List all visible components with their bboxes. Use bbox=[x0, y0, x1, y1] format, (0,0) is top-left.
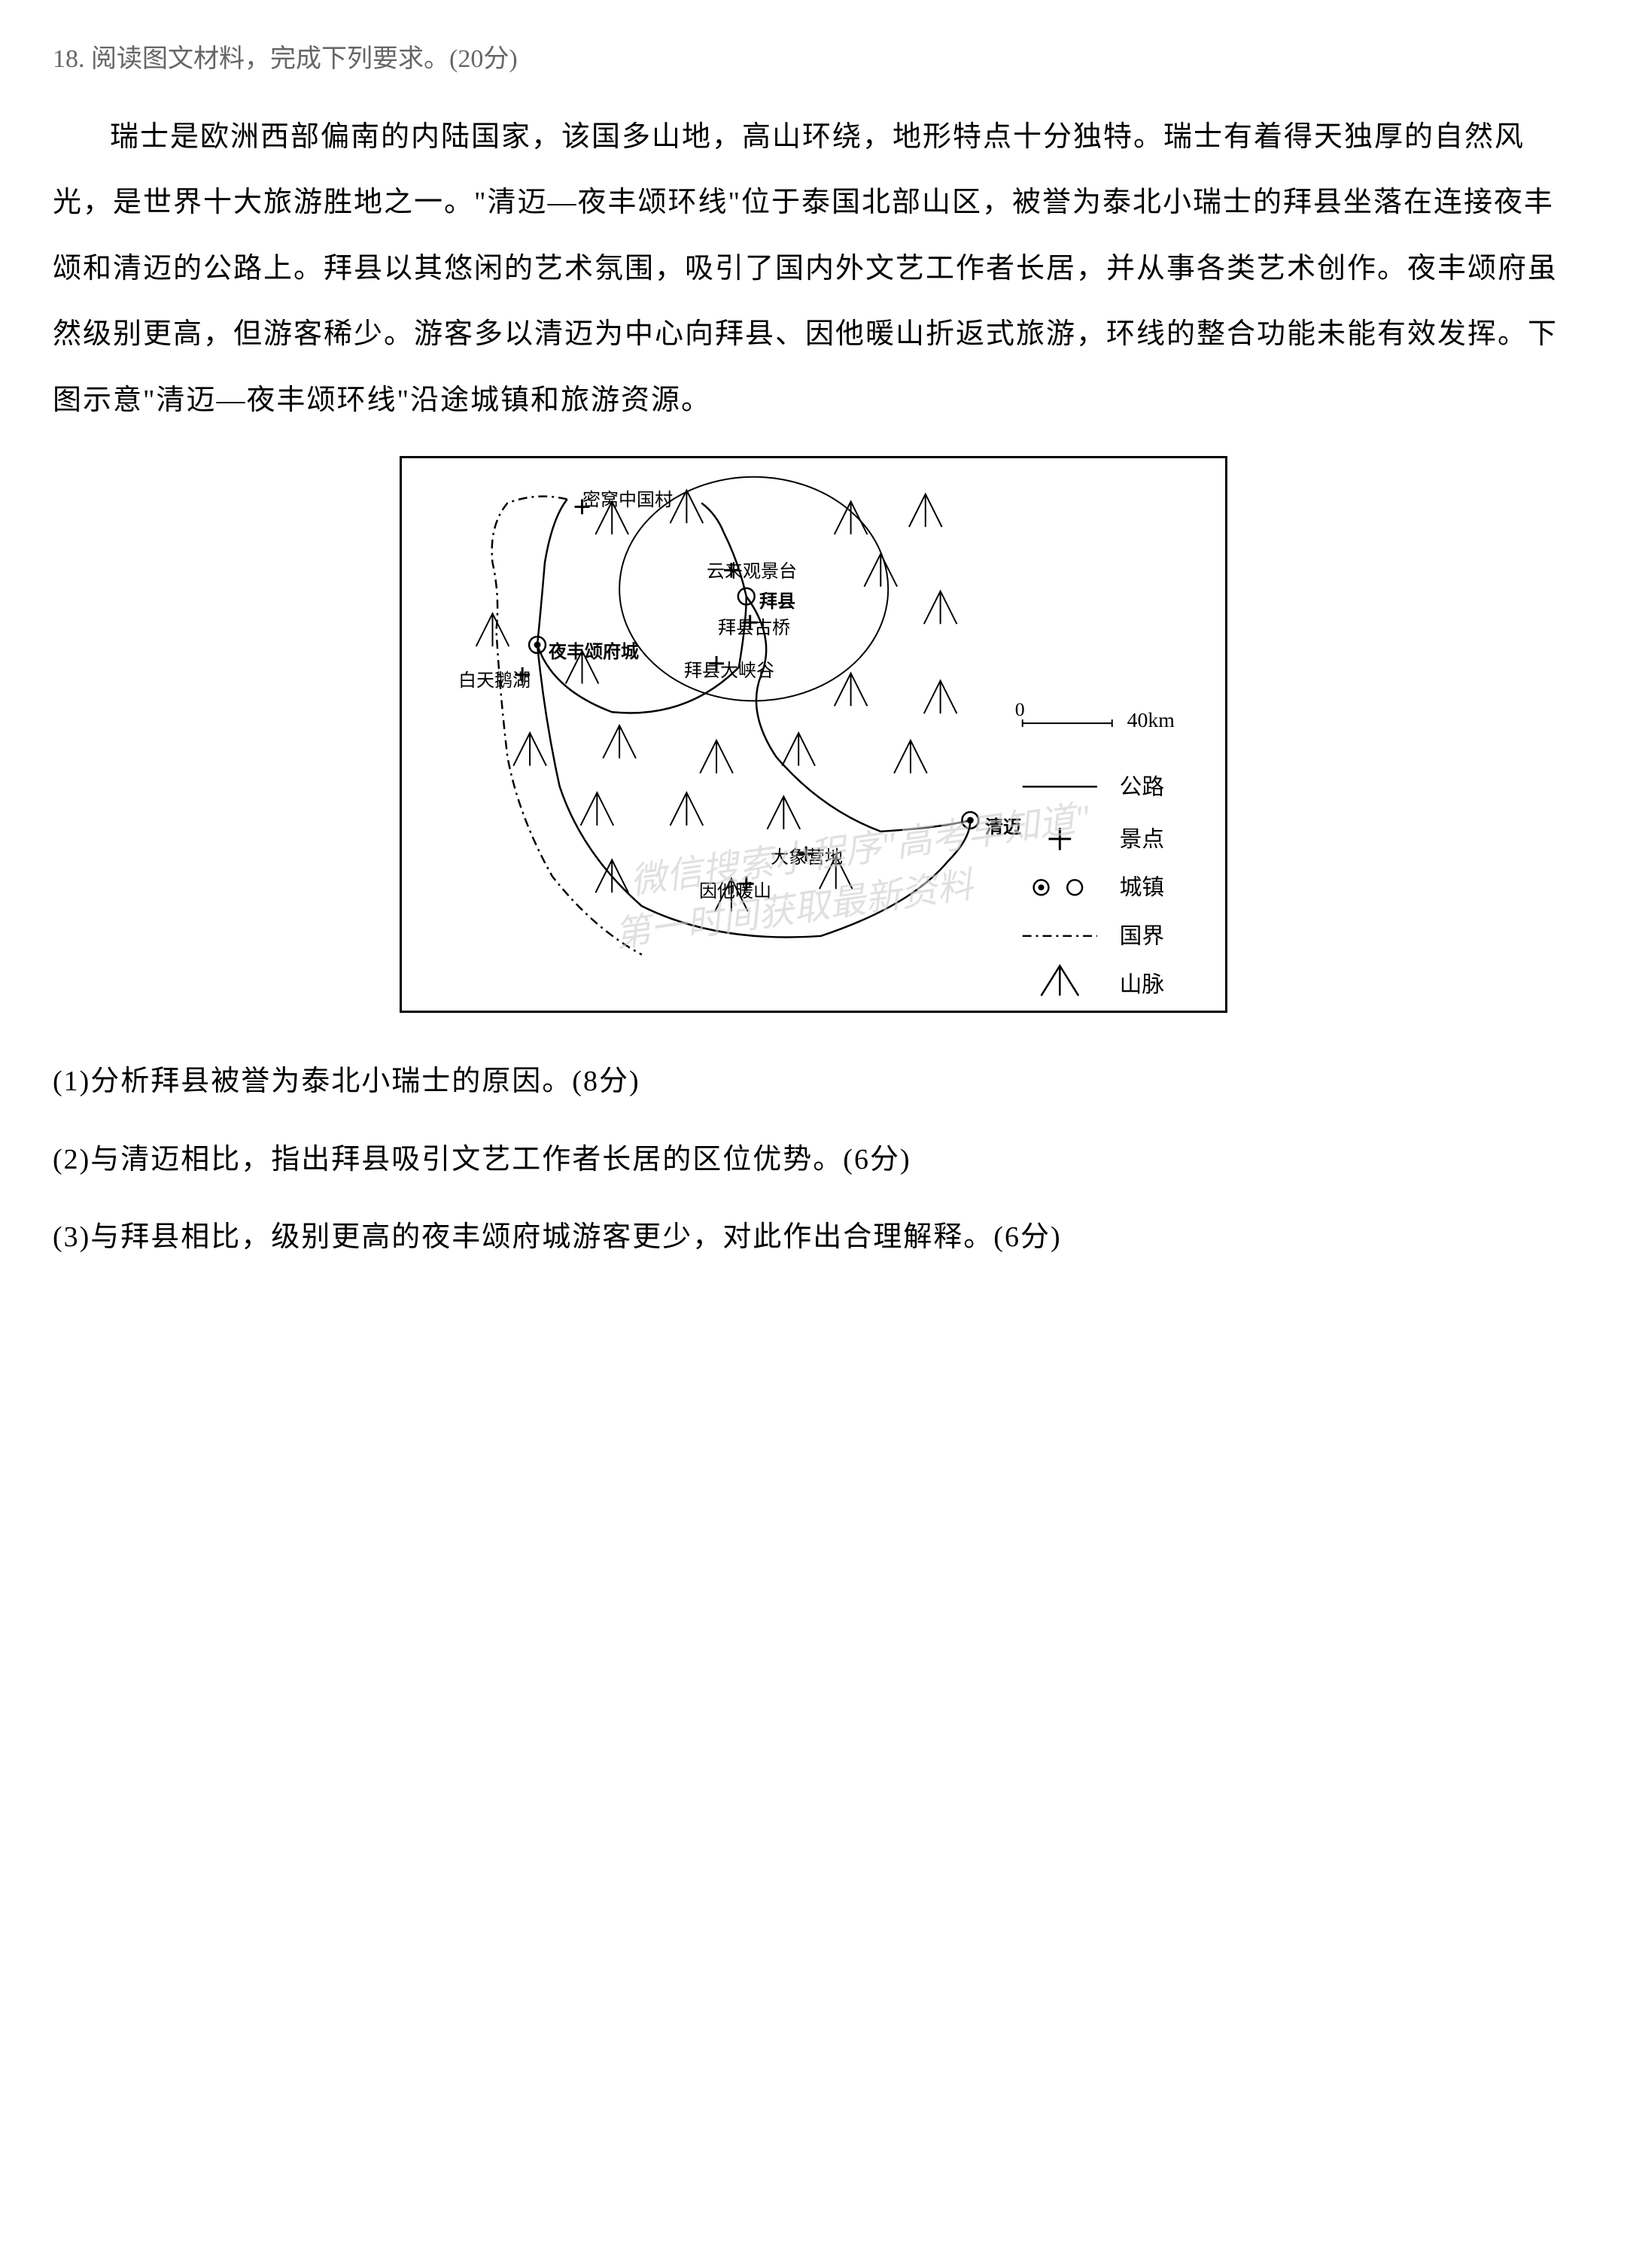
legend: 公路 景点 城镇 国界 山脉 bbox=[1023, 774, 1165, 997]
legend-attraction-label: 景点 bbox=[1120, 827, 1165, 852]
question-instruction: 阅读图文材料，完成下列要求。(20分) bbox=[91, 45, 518, 73]
question-number: 18. bbox=[53, 45, 85, 73]
label-yintanuan: 因他暖山 bbox=[699, 876, 771, 902]
town-center-icon bbox=[534, 641, 541, 648]
label-qingmai: 清迈 bbox=[985, 812, 1021, 838]
mountain-icon bbox=[924, 591, 957, 625]
mountain-icon bbox=[782, 733, 815, 766]
sub-question-2: (2)与清迈相比，指出拜县吸引文艺工作者长居的区位优势。(6分) bbox=[53, 1129, 1574, 1192]
mountain-icon bbox=[909, 494, 942, 527]
label-canyon: 拜县大峡谷 bbox=[684, 655, 774, 682]
scale-bar: 0 40km bbox=[1015, 698, 1175, 732]
legend-border-label: 国界 bbox=[1120, 924, 1165, 949]
question-header: 18. 阅读图文材料，完成下列要求。(20分) bbox=[53, 38, 1574, 74]
label-bridge: 拜县古桥 bbox=[718, 613, 790, 639]
map-svg: 0 40km 公路 景点 城镇 bbox=[402, 458, 1225, 1011]
legend-town-label: 城镇 bbox=[1120, 875, 1165, 900]
question-block: 18. 阅读图文材料，完成下列要求。(20分) 瑞士是欧洲西部偏南的内陆国家，该… bbox=[53, 38, 1574, 1269]
map-box: 0 40km 公路 景点 城镇 bbox=[400, 456, 1227, 1013]
town-center-icon bbox=[967, 817, 974, 824]
passage-text: 瑞士是欧洲西部偏南的内陆国家，该国多山地，高山环绕，地形特点十分独特。瑞士有着得… bbox=[53, 105, 1574, 433]
legend-mountain-label: 山脉 bbox=[1120, 972, 1165, 997]
scale-zero: 0 bbox=[1015, 698, 1025, 720]
mountain-icon bbox=[603, 725, 636, 759]
mountain-icon bbox=[700, 740, 733, 774]
label-yunlai: 云来观景台 bbox=[707, 556, 797, 582]
label-miwo: 密窝中国村 bbox=[582, 485, 673, 511]
mountain-icon bbox=[671, 491, 704, 524]
mountain-icon bbox=[768, 796, 801, 829]
mountain-icon bbox=[513, 733, 546, 766]
mountain-icon bbox=[835, 501, 868, 534]
legend-road-label: 公路 bbox=[1120, 774, 1165, 799]
label-yefengsong: 夜丰颂府城 bbox=[549, 637, 639, 663]
mountains-group bbox=[476, 491, 957, 911]
scale-label: 40km bbox=[1127, 709, 1175, 732]
mountain-icon bbox=[671, 792, 704, 825]
mountain-icon bbox=[924, 681, 957, 714]
mountain-icon bbox=[864, 554, 897, 587]
mountain-icon bbox=[476, 613, 509, 646]
label-lake: 白天鹅湖 bbox=[458, 665, 531, 692]
sub-question-3: (3)与拜县相比，级别更高的夜丰颂府城游客更少，对此作出合理解释。(6分) bbox=[53, 1206, 1574, 1269]
mountain-icon bbox=[894, 740, 927, 774]
label-baixian: 拜县 bbox=[759, 586, 795, 613]
mountain-icon bbox=[581, 792, 614, 825]
map-container: 0 40km 公路 景点 城镇 bbox=[53, 456, 1574, 1013]
label-elephant: 大象营地 bbox=[771, 842, 843, 868]
sub-question-1: (1)分析拜县被誉为泰北小瑞士的原因。(8分) bbox=[53, 1050, 1574, 1114]
mountain-icon bbox=[835, 673, 868, 707]
